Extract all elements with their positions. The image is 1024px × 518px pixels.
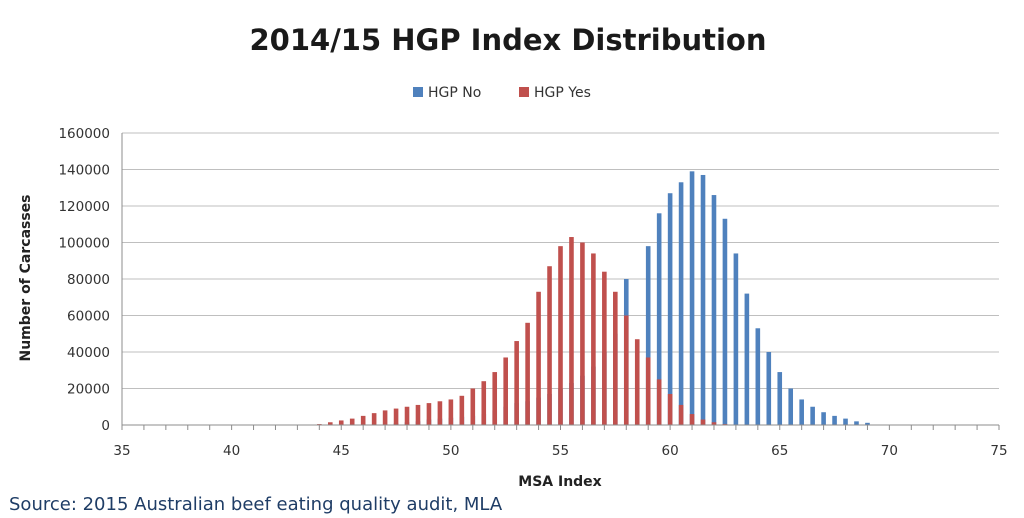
- legend-label-hgp-no: HGP No: [428, 85, 481, 101]
- y-tick-labels: 0 20000 40000 60000 80000 100000 120000 140000 1…: [58, 126, 110, 434]
- bar-hgp-yes: [634, 339, 640, 425]
- bar-hgp-yes: [711, 422, 717, 425]
- x-axis-title: MSA Index: [518, 474, 601, 490]
- y-tick-label: 80000: [67, 272, 110, 288]
- y-tick-label: 20000: [67, 382, 110, 398]
- y-tick-label: 140000: [58, 163, 110, 179]
- bar-hgp-no: [777, 372, 783, 425]
- bar-hgp-yes: [580, 242, 585, 425]
- bar-hgp-yes: [360, 415, 366, 425]
- y-tick-label: 120000: [58, 199, 110, 215]
- x-tick-label: 75: [990, 443, 1007, 459]
- bar-hgp-yes: [558, 246, 563, 425]
- source-caption: Source: 2015 Australian beef eating qual…: [9, 494, 503, 515]
- bar-hgp-yes: [426, 403, 432, 425]
- bar-hgp-yes: [525, 322, 530, 425]
- bar-hgp-no: [755, 328, 761, 425]
- bar-hgp-yes: [404, 406, 410, 425]
- chart-title: 2014/15 HGP Index Distribution: [249, 23, 766, 57]
- bar-hgp-no: [766, 352, 772, 425]
- y-tick-label: 40000: [67, 345, 110, 361]
- legend: HGP No HGP Yes: [413, 85, 591, 101]
- bar-hgp-yes: [645, 357, 651, 425]
- legend-swatch-hgp-no: [413, 87, 423, 97]
- bar-hgp-no: [645, 246, 651, 425]
- x-tick-label: 50: [442, 443, 459, 459]
- bar-hgp-yes: [656, 379, 662, 425]
- y-tick-label: 100000: [58, 236, 110, 252]
- bar-hgp-no: [810, 406, 815, 425]
- series-hgp-no-bars: [393, 171, 870, 425]
- bar-hgp-yes: [678, 404, 684, 425]
- x-tick-label: 40: [223, 443, 240, 459]
- bar-hgp-yes: [569, 237, 574, 425]
- bar-hgp-yes: [613, 291, 618, 425]
- bar-hgp-no: [722, 218, 728, 425]
- bar-hgp-yes: [338, 420, 344, 425]
- bar-hgp-no: [865, 422, 870, 425]
- bar-hgp-no: [821, 412, 826, 425]
- x-tick-label: 55: [552, 443, 569, 459]
- y-tick-label: 60000: [67, 309, 110, 325]
- x-tick-label: 70: [881, 443, 898, 459]
- bar-hgp-no: [678, 182, 684, 425]
- bar-hgp-yes: [514, 341, 519, 425]
- bar-hgp-yes: [459, 395, 465, 425]
- bar-hgp-yes: [492, 372, 498, 425]
- bar-hgp-no: [711, 195, 717, 425]
- x-tick-label: 45: [333, 443, 350, 459]
- x-tick-label: 35: [113, 443, 130, 459]
- bar-hgp-yes: [503, 357, 508, 425]
- bar-hgp-no: [744, 293, 750, 425]
- x-tick-label: 65: [771, 443, 788, 459]
- bar-hgp-yes: [689, 414, 695, 425]
- y-tick-label: 160000: [58, 126, 110, 142]
- bar-hgp-no: [832, 415, 837, 425]
- bar-hgp-no: [689, 171, 695, 425]
- bar-hgp-yes: [327, 422, 333, 425]
- bar-hgp-no: [799, 399, 804, 425]
- bar-hgp-no: [788, 388, 794, 425]
- bar-hgp-yes: [536, 291, 541, 425]
- series-hgp-yes-bars: [317, 237, 728, 425]
- axes: [121, 133, 1000, 430]
- bar-hgp-yes: [602, 271, 607, 425]
- y-axis-title: Number of Carcasses: [18, 194, 34, 361]
- bar-hgp-yes: [623, 315, 629, 425]
- bar-hgp-yes: [382, 410, 388, 425]
- legend-label-hgp-yes: HGP Yes: [534, 85, 591, 101]
- bar-hgp-no: [656, 213, 662, 425]
- bar-hgp-yes: [437, 401, 443, 425]
- bar-hgp-yes: [547, 266, 552, 425]
- bar-hgp-no: [843, 418, 848, 425]
- x-tick-labels: 35 40 45 50 55 60 65 70 75: [113, 443, 1007, 459]
- legend-swatch-hgp-yes: [519, 87, 529, 97]
- bar-hgp-yes: [470, 388, 476, 425]
- bar-hgp-yes: [349, 418, 355, 425]
- y-tick-label: 0: [101, 418, 110, 434]
- x-tick-label: 60: [662, 443, 679, 459]
- bar-hgp-no: [733, 253, 739, 425]
- bar-hgp-yes: [371, 413, 377, 425]
- bar-hgp-no: [700, 174, 706, 425]
- bar-hgp-no: [854, 421, 859, 425]
- bar-hgp-yes: [667, 393, 673, 425]
- bar-hgp-no: [667, 193, 673, 425]
- bar-hgp-yes: [448, 399, 454, 425]
- bar-hgp-yes: [393, 408, 399, 425]
- bar-hgp-yes: [415, 404, 421, 425]
- bar-hgp-yes: [481, 381, 487, 425]
- bar-hgp-yes: [700, 419, 706, 425]
- bar-hgp-yes: [591, 253, 596, 425]
